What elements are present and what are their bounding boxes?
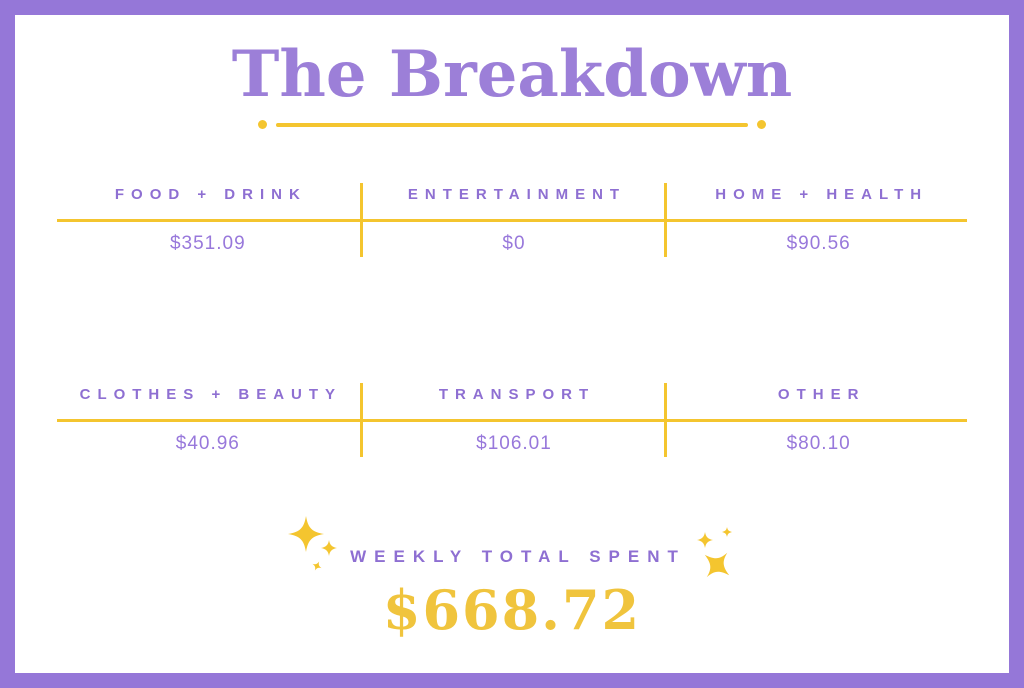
row-underline (57, 419, 967, 423)
category-cell-transport: TRANSPORT $106.01 (359, 383, 665, 458)
category-cell-entertainment: ENTERTAINMENT $0 (359, 183, 665, 258)
category-row-1: FOOD + DRINK $351.09 ENTERTAINMENT $0 HO… (55, 183, 969, 258)
underline-right-dot (757, 120, 766, 130)
category-cell-home-health: HOME + HEALTH $90.56 (664, 183, 969, 258)
category-grid: FOOD + DRINK $351.09 ENTERTAINMENT $0 HO… (55, 183, 969, 458)
category-row-2: CLOTHES + BEAUTY $40.96 TRANSPORT $106.0… (55, 383, 969, 458)
weekly-total-label: WEEKLY TOTAL SPENT (350, 547, 686, 567)
category-value: $106.01 (476, 433, 552, 455)
category-value: $40.96 (175, 433, 240, 455)
category-label: HOME + HEALTH (715, 186, 929, 204)
category-cell-food-drink: FOOD + DRINK $351.09 (55, 183, 360, 257)
category-cell-clothes-beauty: CLOTHES + BEAUTY $40.96 (55, 383, 360, 457)
category-label: ENTERTAINMENT (407, 186, 627, 204)
breakdown-card: The Breakdown FOOD + DRINK $351.09 ENTER… (15, 15, 1009, 673)
weekly-total-row: WEEKLY TOTAL SPENT (15, 516, 1009, 578)
category-label: TRANSPORT (438, 386, 596, 404)
category-label: OTHER (777, 386, 866, 404)
category-value: $351.09 (169, 233, 246, 255)
weekly-total-amount: $668.72 (382, 578, 642, 643)
category-value: $80.10 (786, 433, 851, 455)
category-label: FOOD + DRINK (114, 186, 307, 204)
title-underline (258, 120, 766, 130)
page-title: The Breakdown (231, 37, 793, 112)
row-underline (57, 219, 967, 223)
underline-left-dot (258, 120, 267, 130)
underline-line (276, 122, 748, 127)
category-value: $90.56 (786, 233, 851, 255)
sparkles-right-icon (696, 527, 732, 578)
category-cell-other: OTHER $80.10 (664, 383, 969, 458)
sparkles-left-icon (288, 516, 338, 571)
category-label: CLOTHES + BEAUTY (79, 386, 343, 404)
category-value: $0 (502, 233, 526, 255)
